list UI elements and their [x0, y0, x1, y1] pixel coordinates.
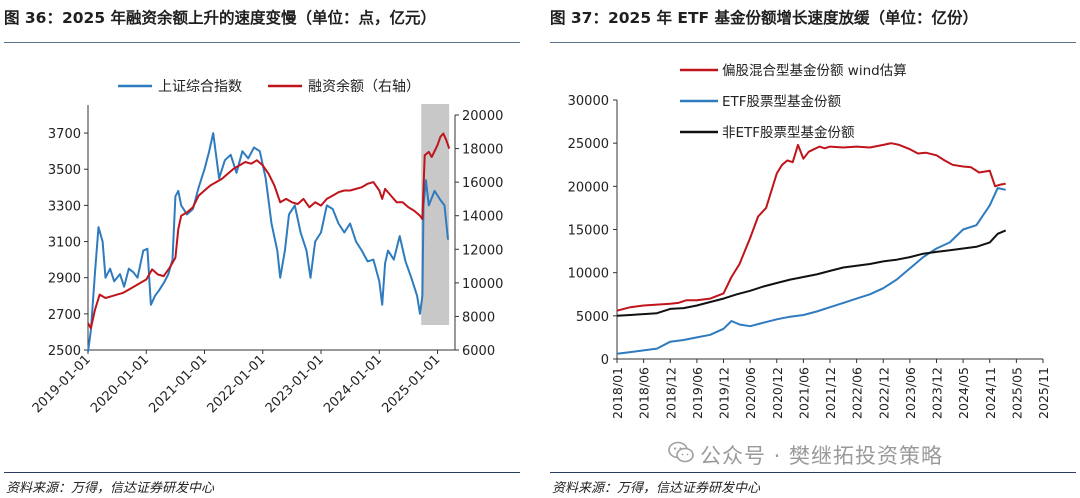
y-left-tick-label: 2700: [48, 308, 81, 323]
legend-label-2: ETF股票型基金份额: [722, 93, 842, 110]
x-tick-label: 2018/01: [610, 367, 625, 419]
chart2-bottom-rule: [550, 472, 1076, 473]
y-left-tick-label: 2500: [48, 344, 81, 359]
x-tick-label: 2020/06: [743, 367, 758, 419]
x-tick-label: 2019/12: [717, 367, 732, 419]
y-right-tick-label: 12000: [462, 243, 503, 258]
y-left-tick-label: 3500: [48, 163, 81, 178]
y-left-tick-label: 2900: [48, 272, 81, 287]
y-right-tick-label: 20000: [462, 109, 503, 124]
y-tick-label: 20000: [568, 180, 609, 195]
y-right-tick-label: 18000: [462, 143, 503, 158]
x-tick-label: 2024/05: [956, 367, 971, 419]
x-tick-label: 2024/11: [983, 367, 998, 419]
wechat-icon: [668, 441, 694, 463]
x-tick-label: 2020/12: [770, 367, 785, 419]
series-line-2: [87, 132, 451, 330]
x-tick-label: 2025/11: [1036, 367, 1051, 419]
x-tick-label: 2022/06: [850, 367, 865, 419]
y-right-tick-label: 8000: [462, 310, 495, 325]
x-tick-label: 2018/06: [637, 367, 652, 419]
legend-label-3: 非ETF股票型基金份额: [722, 124, 855, 141]
y-right-tick-label: 10000: [462, 277, 503, 292]
x-tick-label: 2022/12: [876, 367, 891, 419]
series-line-2: [616, 187, 1006, 355]
chart1-source: 资料来源：万得，信达证券研发中心: [6, 481, 215, 496]
y-tick-label: 0: [601, 353, 609, 368]
x-tick-label: 2021/12: [823, 367, 838, 419]
chart1-title-rule: [4, 42, 520, 43]
legend-label-1: 偏股混合型基金份额 wind估算: [722, 62, 907, 79]
y-left-tick-label: 3300: [48, 199, 81, 214]
series-line-1: [87, 132, 449, 352]
x-tick-label: 2023/12: [930, 367, 945, 419]
y-left-tick-label: 3100: [48, 236, 81, 251]
chart1-title: 图 36：2025 年融资余额上升的速度变慢（单位：点，亿元）: [4, 9, 437, 27]
y-right-tick-label: 16000: [462, 176, 503, 191]
legend-label-1: 上证综合指数: [158, 79, 242, 95]
chart2-plot: 0 5000 10000 15000 20000 25000 30000 2018/01 201…: [568, 62, 1051, 419]
x-tick-label: 2025/05: [1009, 367, 1024, 419]
x-tick-label: 2023/06: [903, 367, 918, 419]
chart2-title: 图 37：2025 年 ETF 基金份额增长速度放缓（单位：亿份）: [550, 9, 979, 27]
chart2-title-rule: [550, 42, 1076, 43]
x-tick-label: 2021/06: [796, 367, 811, 419]
y-tick-label: 5000: [576, 310, 609, 325]
x-tick-label: 2019/06: [690, 367, 705, 419]
y-right-tick-label: 6000: [462, 344, 495, 359]
y-right-tick-label: 14000: [462, 210, 503, 225]
series-line-3: [616, 229, 1007, 317]
y-tick-label: 10000: [568, 267, 609, 282]
chart2-source: 资料来源：万得，信达证券研发中心: [552, 481, 761, 496]
watermark: 公众号 · 樊继拓投资策略: [700, 444, 944, 468]
y-left-tick-label: 3700: [48, 127, 81, 142]
chart1-plot: 2500 2700 2900 3100 3300 3500 3700 6000 8000 1000…: [30, 78, 504, 416]
y-tick-label: 15000: [568, 224, 609, 239]
y-tick-label: 30000: [568, 94, 609, 109]
series-line-1: [616, 142, 1006, 312]
chart1-bottom-rule: [4, 472, 520, 473]
y-tick-label: 25000: [568, 137, 609, 152]
legend-label-2: 融资余额（右轴）: [308, 78, 420, 95]
x-tick-label: 2018/12: [663, 367, 678, 419]
